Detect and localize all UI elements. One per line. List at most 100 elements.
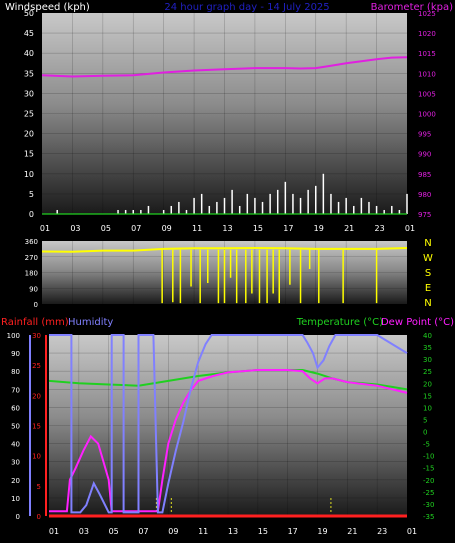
barometer-tick-label: 1025 bbox=[418, 10, 436, 18]
temperature-tick-label: 10 bbox=[423, 404, 432, 412]
wind-direction-series bbox=[41, 246, 408, 253]
barometer-tick-label: 1020 bbox=[418, 30, 436, 38]
rainfall-axis-label: Rainfall (mm) bbox=[1, 317, 69, 328]
rainfall-tick-label: 15 bbox=[32, 423, 41, 431]
barometer-tick-label: 990 bbox=[418, 151, 431, 159]
rainfall-tick-label: 25 bbox=[32, 362, 41, 370]
direction-tick-label: 270 bbox=[25, 254, 38, 262]
time-tick-label: 19 bbox=[314, 224, 324, 233]
windspeed-tick-label: 30 bbox=[24, 89, 34, 98]
temperature-tick-label: -20 bbox=[423, 477, 434, 485]
temperature-tick-label: -25 bbox=[423, 489, 434, 497]
time-tick-label: 07 bbox=[138, 527, 148, 536]
time-tick-label: 15 bbox=[253, 224, 263, 233]
humidity-tick-label: 70 bbox=[11, 386, 20, 394]
rainfall-tick-label: 5 bbox=[37, 483, 41, 491]
humidity-tick-label: 100 bbox=[7, 332, 20, 340]
temperature-tick-label: -30 bbox=[423, 501, 434, 509]
windspeed-tick-label: 0 bbox=[29, 210, 34, 219]
windspeed-tick-label: 35 bbox=[24, 69, 34, 78]
windspeed-tick-label: 40 bbox=[24, 49, 34, 58]
humidity-axis-label: Humidity bbox=[68, 317, 113, 328]
direction-tick-label: 180 bbox=[25, 270, 38, 278]
time-tick-label: 05 bbox=[101, 224, 111, 233]
compass-label: W bbox=[423, 253, 433, 264]
windspeed-tick-label: 5 bbox=[29, 190, 34, 199]
humidity-tick-label: 40 bbox=[11, 441, 20, 449]
time-tick-label: 23 bbox=[374, 224, 384, 233]
time-tick-label: 03 bbox=[79, 527, 89, 536]
rainfall-tick-label: 0 bbox=[37, 513, 41, 521]
humidity-tick-label: 60 bbox=[11, 404, 20, 412]
temperature-tick-label: 25 bbox=[423, 368, 432, 376]
time-tick-label: 19 bbox=[317, 527, 327, 536]
time-tick-label: 05 bbox=[109, 527, 119, 536]
temperature-tick-label: 40 bbox=[423, 332, 432, 340]
time-tick-label: 07 bbox=[131, 224, 141, 233]
rainfall-tick-label: 20 bbox=[32, 392, 41, 400]
time-tick-label: 23 bbox=[377, 527, 387, 536]
time-tick-label: 03 bbox=[70, 224, 80, 233]
time-tick-label: 01 bbox=[405, 224, 415, 233]
barometer-series-line bbox=[41, 56, 408, 78]
time-tick-label: 01 bbox=[40, 224, 50, 233]
rainfall-tick-label: 30 bbox=[32, 332, 41, 340]
barometer-tick-label: 1005 bbox=[418, 90, 436, 98]
temperature-tick-label: 5 bbox=[423, 416, 427, 424]
dewpoint-axis-label: Dew Point (°C) bbox=[381, 317, 454, 328]
windspeed-tick-label: 45 bbox=[24, 29, 34, 38]
barometer-tick-label: 995 bbox=[418, 131, 431, 139]
temperature-tick-label: 35 bbox=[423, 344, 432, 352]
direction-tick-label: 360 bbox=[25, 238, 38, 246]
time-tick-label: 21 bbox=[344, 224, 354, 233]
time-tick-label: 17 bbox=[283, 224, 293, 233]
windspeed-tick-label: 10 bbox=[24, 170, 34, 179]
windspeed-tick-label: 20 bbox=[24, 130, 34, 139]
humidity-tick-label: 50 bbox=[11, 423, 20, 431]
temperature-tick-label: -35 bbox=[423, 513, 434, 521]
temperature-axis-label: Temperature (°C) bbox=[296, 317, 383, 328]
temperature-tick-label: 0 bbox=[423, 429, 427, 437]
time-tick-label: 11 bbox=[198, 527, 208, 536]
barometer-axis-label: Barometer (kpa) bbox=[371, 2, 453, 13]
direction-tick-label: 90 bbox=[29, 285, 38, 293]
compass-label: N bbox=[424, 238, 431, 249]
humidity-tick-label: 0 bbox=[16, 513, 20, 521]
barometer-tick-label: 1010 bbox=[418, 70, 436, 78]
humidity-tick-label: 30 bbox=[11, 459, 20, 467]
barometer-tick-label: 975 bbox=[418, 211, 431, 219]
temperature-tick-label: -15 bbox=[423, 465, 434, 473]
compass-label: S bbox=[425, 268, 431, 279]
humidity-tick-label: 90 bbox=[11, 350, 20, 358]
temperature-tick-label: -5 bbox=[423, 441, 430, 449]
time-tick-label: 17 bbox=[288, 527, 298, 536]
barometer-tick-label: 1000 bbox=[418, 111, 436, 119]
humidity-series-line bbox=[49, 334, 408, 514]
barometer-tick-label: 980 bbox=[418, 191, 431, 199]
humidity-tick-label: 20 bbox=[11, 477, 20, 485]
humidity-tick-label: 80 bbox=[11, 368, 20, 376]
windspeed-axis-label: Windspeed (kph) bbox=[5, 2, 90, 13]
temperature-tick-label: 20 bbox=[423, 380, 432, 388]
time-tick-label: 13 bbox=[222, 224, 232, 233]
windspeed-tick-label: 25 bbox=[24, 110, 34, 119]
time-tick-label: 13 bbox=[228, 527, 238, 536]
windspeed-tick-label: 50 bbox=[24, 9, 34, 18]
time-tick-label: 11 bbox=[192, 224, 202, 233]
time-tick-label: 09 bbox=[168, 527, 178, 536]
temperature-tick-label: -10 bbox=[423, 453, 434, 461]
compass-label: E bbox=[425, 283, 431, 294]
barometer-tick-label: 1015 bbox=[418, 50, 436, 58]
time-tick-label: 21 bbox=[347, 527, 357, 536]
time-tick-label: 01 bbox=[407, 527, 417, 536]
dewpoint-series-line bbox=[49, 369, 408, 513]
humidity-tick-label: 10 bbox=[11, 495, 20, 503]
windspeed-tick-label: 15 bbox=[24, 150, 34, 159]
wind-barometer-chart: 0510152025303540455097598098599099510001… bbox=[24, 9, 436, 233]
barometer-tick-label: 985 bbox=[418, 171, 431, 179]
temperature-tick-label: 30 bbox=[423, 356, 432, 364]
time-tick-label: 01 bbox=[49, 527, 59, 536]
humidity-temperature-chart: 0102030405060708090100051015202530-35-30… bbox=[7, 332, 435, 536]
